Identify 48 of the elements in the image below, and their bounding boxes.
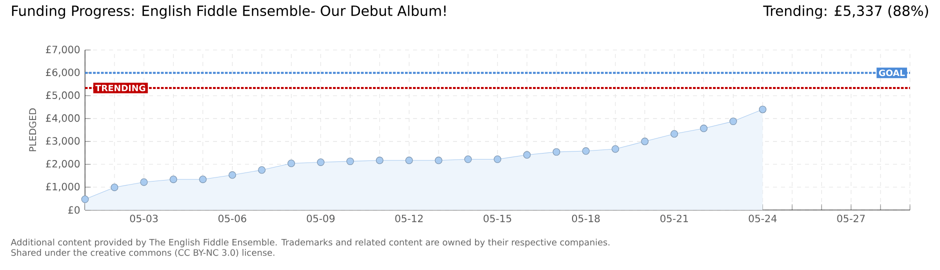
point [494, 156, 502, 163]
point [582, 147, 590, 155]
ref-line-label: TRENDING [95, 84, 146, 92]
x-tick-label: 05-12 [395, 214, 423, 222]
point [170, 176, 178, 184]
x-tick-label: 05-15 [484, 214, 512, 222]
point [228, 171, 236, 179]
chart-title: Funding Progress: English Fiddle Ensemble- Our Debut Album! [12, 5, 446, 19]
point [288, 160, 295, 168]
point [110, 184, 118, 192]
point [700, 124, 708, 132]
y-tick-label: £1,000 [46, 182, 80, 192]
point [523, 151, 531, 159]
x-tick-label: 05-27 [837, 214, 865, 222]
point [376, 156, 384, 164]
x-tick-label: 05-06 [218, 214, 246, 222]
point [258, 166, 266, 174]
point [670, 130, 678, 138]
point [434, 156, 442, 164]
x-tick-label: 05-18 [572, 214, 600, 222]
y-tick-label: £0 [68, 206, 80, 214]
point [758, 106, 766, 114]
point [641, 138, 649, 146]
point [81, 196, 89, 203]
point [405, 156, 413, 164]
point [346, 158, 354, 166]
x-tick-label: 05-09 [306, 214, 335, 222]
ref-line-label: GOAL [879, 70, 905, 76]
x-tick-label: 05-03 [130, 214, 158, 222]
y-tick-label: £5,000 [46, 91, 80, 100]
text: Shared under the creative commons (CC BY-NC 3.0) license. [11, 249, 274, 257]
y-tick-label: £4,000 [46, 114, 80, 123]
point [140, 178, 148, 186]
point [316, 158, 324, 166]
chart-subtitle: Trending: £5,337 (88%) [763, 5, 928, 19]
text: Additional content provided by The English Fiddle Ensemble. Trademarks and related content are owned by their respective companies. [10, 238, 610, 248]
point [729, 118, 737, 126]
x-tick-label: 05-24 [748, 214, 777, 222]
y-tick-label: £2,000 [46, 160, 80, 169]
x-tick-label: 05-21 [660, 214, 688, 222]
point [464, 156, 472, 163]
point [199, 176, 207, 184]
y-tick-label: £7,000 [46, 46, 80, 54]
y-tick-label: £3,000 [46, 137, 80, 146]
y-axis-title: PLEDGED [29, 108, 36, 152]
point [612, 145, 620, 153]
y-tick-label: £6,000 [46, 68, 80, 78]
point [552, 148, 560, 156]
